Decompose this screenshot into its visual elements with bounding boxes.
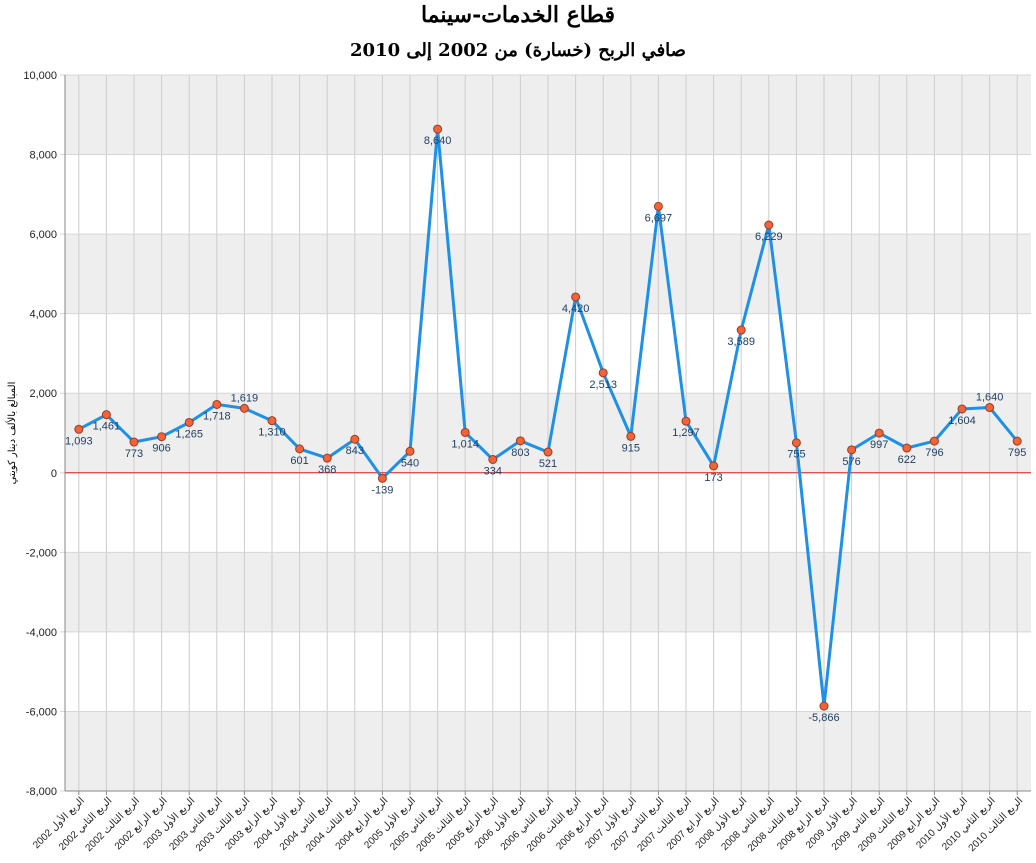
data-label: 1,619	[231, 392, 259, 404]
y-tick-label: 8,000	[29, 150, 57, 162]
y-tick-label: 10,000	[23, 70, 57, 82]
data-point	[985, 403, 995, 413]
y-tick-label: 4,000	[29, 309, 57, 321]
chart-subtitle: صافي الربح (خسارة) من 2002 إلى 2010	[350, 40, 686, 61]
data-point	[543, 447, 553, 457]
data-label: 622	[898, 454, 916, 466]
data-label: 1,640	[976, 392, 1004, 404]
data-point	[598, 368, 608, 378]
y-tick-label: 0	[51, 468, 57, 480]
data-point	[1012, 436, 1022, 446]
data-label: 576	[842, 456, 860, 468]
data-label: 521	[539, 458, 557, 470]
data-label: 6,229	[755, 231, 783, 243]
data-label: 334	[484, 465, 502, 477]
data-label: 843	[346, 445, 364, 457]
data-label: 803	[511, 447, 529, 459]
data-label: 601	[290, 455, 308, 467]
data-label: 915	[622, 442, 640, 454]
data-label: -139	[371, 484, 393, 496]
data-point	[681, 416, 691, 426]
data-point	[267, 416, 277, 426]
data-label: 540	[401, 457, 419, 469]
data-point	[295, 444, 305, 454]
data-label: 1,718	[203, 410, 231, 422]
data-point	[791, 438, 801, 448]
data-point	[129, 437, 139, 447]
data-point	[433, 124, 443, 134]
chart-title: قطاع الخدمات-سينما	[420, 2, 616, 28]
data-point	[819, 701, 829, 711]
data-label: 796	[925, 447, 943, 459]
data-label: 368	[318, 464, 336, 476]
data-label: 4,420	[562, 303, 590, 315]
data-point	[184, 417, 194, 427]
data-label: 1,604	[948, 415, 976, 427]
y-tick-label: 2,000	[29, 388, 57, 400]
data-point	[847, 445, 857, 455]
data-label: 173	[704, 472, 722, 484]
data-point	[212, 399, 222, 409]
data-label: 1,310	[258, 427, 286, 439]
data-point	[322, 453, 332, 463]
data-point	[350, 434, 360, 444]
data-point	[239, 403, 249, 413]
y-tick-label: -6,000	[26, 706, 57, 718]
data-point	[902, 443, 912, 453]
data-point	[709, 461, 719, 471]
data-label: 6,697	[645, 212, 673, 224]
data-label: 1,461	[93, 421, 121, 433]
data-point	[571, 292, 581, 302]
data-point	[405, 446, 415, 456]
data-label: 997	[870, 439, 888, 451]
data-label: 906	[152, 443, 170, 455]
y-axis-label: المبالغ بالألف دينار كويتي	[5, 382, 18, 485]
data-points	[74, 124, 1022, 711]
vertical-gridlines	[78, 75, 1018, 791]
data-label: 755	[787, 449, 805, 461]
data-point	[460, 427, 470, 437]
data-label: 2,513	[589, 379, 617, 391]
data-label: 795	[1008, 447, 1026, 459]
data-label: 1,093	[65, 435, 93, 447]
data-label: 1,014	[451, 438, 479, 450]
y-tick-label: -8,000	[26, 786, 57, 798]
data-label: 8,640	[424, 135, 452, 147]
data-label: 1,265	[175, 428, 203, 440]
data-point	[957, 404, 967, 414]
data-point	[653, 201, 663, 211]
data-label: 1,297	[672, 427, 700, 439]
data-point	[736, 325, 746, 335]
data-point	[764, 220, 774, 230]
data-label: 3,589	[727, 336, 755, 348]
y-tick-label: 6,000	[29, 229, 57, 241]
data-point	[874, 428, 884, 438]
data-label: -5,866	[808, 712, 839, 724]
data-point	[515, 436, 525, 446]
y-tick-label: -2,000	[26, 547, 57, 559]
data-point	[74, 424, 84, 434]
data-point	[488, 454, 498, 464]
data-point	[101, 410, 111, 420]
data-point	[626, 431, 636, 441]
data-point	[929, 436, 939, 446]
data-label: 773	[125, 448, 143, 460]
y-tick-label: -4,000	[26, 627, 57, 639]
y-axis-ticks: -8,000 -6,000 -4,000 -2,000 0 2,000 4,000 6,000…	[23, 70, 57, 798]
data-point	[157, 432, 167, 442]
data-point	[377, 473, 387, 483]
